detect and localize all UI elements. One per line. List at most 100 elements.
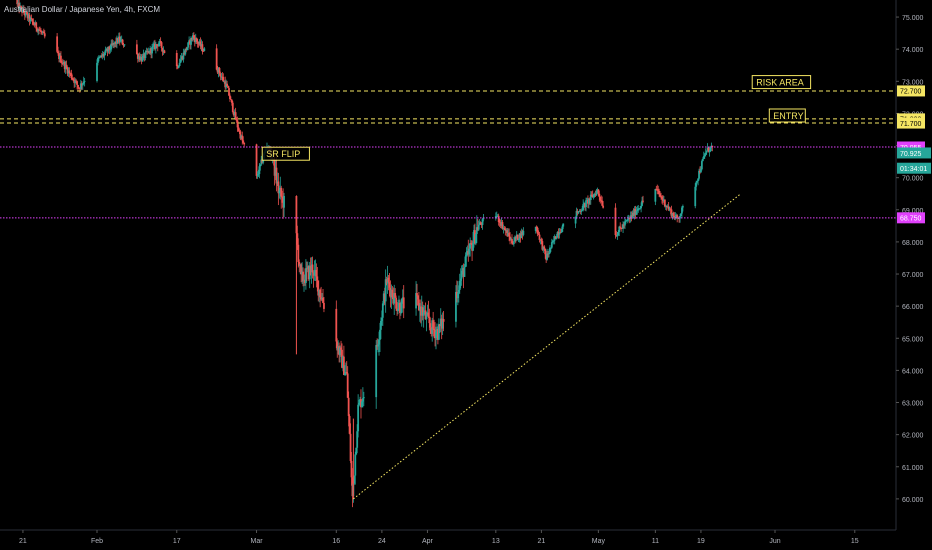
- x-tick-label: Jun: [769, 538, 780, 545]
- annotation-box[interactable]: [261, 146, 310, 161]
- candle-body: [276, 181, 279, 184]
- candle-body: [216, 69, 219, 73]
- y-tick-label: 68.000: [902, 240, 924, 247]
- annotation-box[interactable]: [751, 75, 812, 90]
- candle-body: [666, 206, 669, 208]
- candle-body: [634, 209, 637, 215]
- level-price-tag: [897, 117, 925, 129]
- candle-body: [237, 127, 240, 131]
- candle-body: [110, 43, 113, 50]
- candle-body: [71, 77, 74, 79]
- candle-body: [542, 246, 545, 250]
- candle-body: [337, 346, 340, 351]
- candle-body: [596, 189, 599, 191]
- candle-body: [23, 12, 26, 16]
- candle-body: [512, 243, 514, 245]
- candle-body: [417, 295, 419, 300]
- candle-body: [338, 346, 341, 356]
- candle-body: [475, 227, 478, 235]
- candle-body: [635, 211, 638, 215]
- current-price-tag: [897, 147, 931, 159]
- candle-body: [679, 216, 681, 219]
- candle-body: [32, 21, 35, 25]
- candle-body: [663, 199, 666, 207]
- candle-body: [158, 41, 161, 44]
- candle-body: [522, 230, 525, 235]
- candle-body: [351, 477, 354, 497]
- candle-body: [471, 243, 473, 251]
- candle-body: [303, 279, 305, 282]
- candle-body: [215, 48, 218, 70]
- candle-body: [381, 303, 384, 318]
- candle-body: [379, 329, 381, 340]
- candle-body: [694, 186, 697, 207]
- candle-body: [711, 145, 714, 148]
- x-tick-label: 19: [697, 538, 705, 545]
- y-tick-label: 70.000: [902, 176, 924, 183]
- candle-body: [76, 81, 78, 85]
- candle-body: [457, 289, 460, 293]
- annotation-box[interactable]: [768, 108, 806, 123]
- candle-body: [425, 314, 428, 320]
- candle-body: [432, 320, 435, 329]
- candle-body: [473, 230, 475, 243]
- candle-body: [478, 222, 481, 225]
- candle-body: [394, 293, 397, 298]
- candle-body: [623, 224, 625, 226]
- candle-body: [117, 36, 120, 43]
- candle-body: [82, 81, 85, 84]
- candle-body: [575, 210, 578, 217]
- candle-body: [157, 43, 160, 47]
- x-tick-label: Apr: [422, 538, 434, 545]
- candle-body: [97, 57, 100, 59]
- candle-body: [256, 175, 259, 177]
- candle-body: [65, 64, 68, 68]
- candle-body: [106, 49, 109, 52]
- candle-body: [199, 41, 202, 47]
- candle-body: [319, 289, 322, 298]
- candle-body: [396, 308, 398, 311]
- candle-body: [633, 209, 636, 216]
- candle-body: [353, 475, 356, 484]
- candle-body: [179, 59, 182, 63]
- level-price-tag: [897, 85, 925, 97]
- candle-body: [700, 161, 703, 170]
- candle-body: [240, 135, 243, 139]
- candle-body: [64, 64, 67, 70]
- candle-body: [27, 14, 30, 19]
- support-trendline[interactable]: [353, 193, 742, 500]
- candle-body: [191, 37, 193, 40]
- candle-body: [392, 297, 395, 304]
- trendline-layer: [353, 193, 742, 500]
- candle-body: [587, 199, 589, 204]
- candle-body: [701, 158, 704, 162]
- candle-body: [661, 196, 663, 200]
- candle-body: [419, 306, 422, 316]
- candle-body: [582, 204, 585, 211]
- x-tick-label: 15: [851, 538, 859, 545]
- candle-body: [180, 56, 183, 60]
- levels-layer: [0, 90, 896, 219]
- candle-body: [657, 189, 660, 191]
- candle-body: [200, 44, 203, 47]
- candle-body: [97, 57, 99, 63]
- candle-body: [282, 196, 285, 208]
- symbol-title: Australian Dollar / Japanese Yen, 4h, FX…: [4, 5, 161, 14]
- candle-body: [398, 302, 400, 309]
- candle-body: [162, 50, 165, 52]
- candle-body: [474, 230, 476, 244]
- candle-body: [665, 205, 668, 208]
- time-axis[interactable]: 21 Feb 17 Mar 16 24 Apr 13 21 May 11 19 Jun 15: [19, 530, 859, 545]
- candle-body: [479, 222, 482, 224]
- candle-body: [308, 265, 311, 280]
- candle-body: [512, 241, 515, 245]
- candle-body: [389, 287, 392, 298]
- candle-body: [241, 135, 244, 141]
- candle-body: [75, 80, 78, 82]
- candle-body: [672, 212, 675, 216]
- candle-body: [35, 22, 38, 29]
- candle-body: [654, 189, 657, 202]
- candle-body: [696, 181, 699, 183]
- candle-body: [537, 233, 540, 235]
